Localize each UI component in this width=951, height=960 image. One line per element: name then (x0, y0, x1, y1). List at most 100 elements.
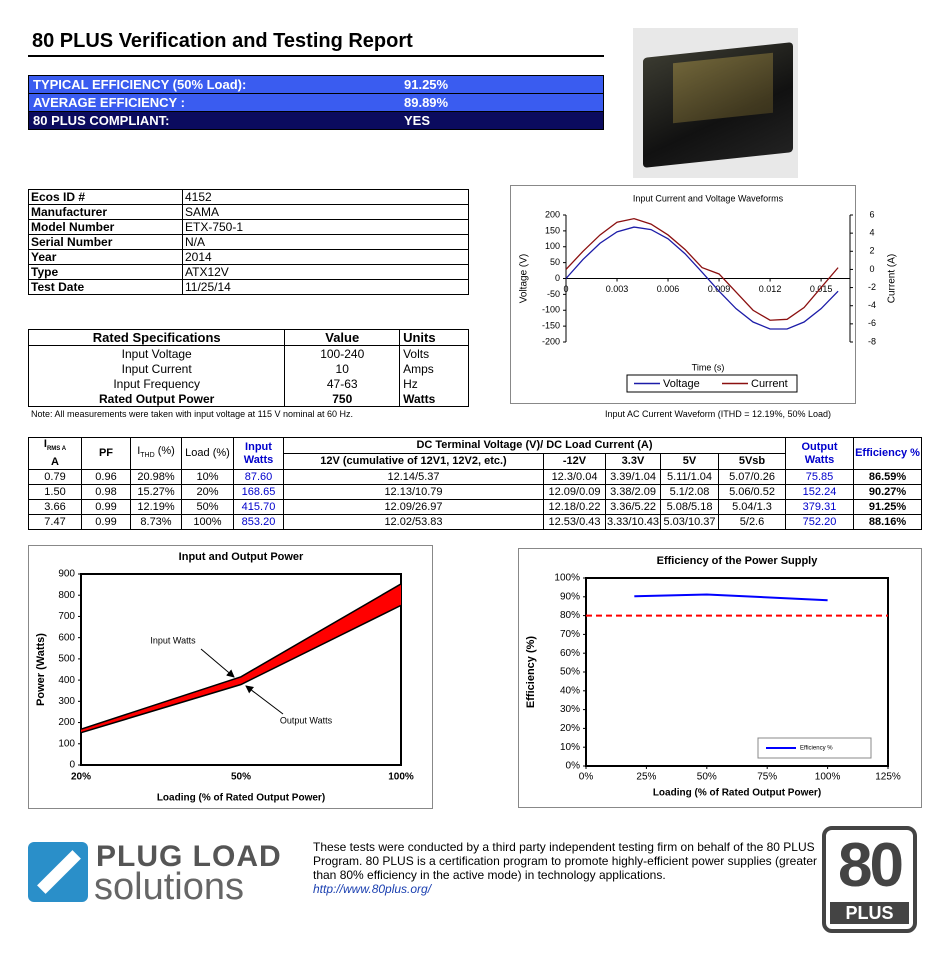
specs-cell: Watts (399, 391, 469, 407)
info-cell: N/A (182, 234, 469, 250)
y-tick-label: 0 (69, 760, 75, 771)
title-rule (28, 55, 604, 57)
info-cell: Type (28, 264, 183, 280)
data-cell: 152.24 (785, 484, 854, 501)
plot-frame (80, 573, 402, 766)
specs-cell: Amps (399, 361, 469, 376)
summary-box: TYPICAL EFFICIENCY (50% Load): 91.25% AVER… (28, 75, 604, 130)
annotation-arrow (200, 648, 235, 678)
data-cell: 5.1/2.08 (660, 484, 719, 501)
info-row: Type ATX12V (28, 264, 469, 280)
specs-cell: Volts (399, 345, 469, 361)
specs-row: Input Voltage 100-240 Volts (27, 345, 469, 361)
specs-row: Input Frequency 47-63 Hz (27, 376, 469, 391)
y-tick-label: -200 (542, 336, 560, 346)
data-cell: 168.65 (233, 484, 284, 501)
legend-box (757, 737, 872, 759)
specs-table: Rated Specifications Value Units Input Volt… (27, 329, 469, 407)
x-tick-label: 125% (875, 772, 901, 783)
header-cell: Input Watts (233, 436, 284, 471)
data-cell: 8.73% (130, 514, 182, 531)
header-text: I (43, 438, 47, 450)
waveform-chart: Input Current and Voltage Waveforms Time … (519, 193, 898, 393)
series-line (80, 604, 402, 734)
chart-title: Input Current and Voltage Waveforms (633, 193, 784, 203)
x-tick-label: 25% (636, 772, 656, 783)
specs-row: Input Current 10 Amps (27, 361, 469, 376)
header-text: (%) (154, 445, 175, 457)
data-cell: 88.16% (853, 514, 922, 531)
specs-cell: 47-63 (284, 376, 401, 391)
info-row: Model Number ETX-750-1 (28, 219, 469, 235)
data-cell: 853.20 (233, 514, 284, 531)
y-tick-label: 60% (560, 648, 580, 659)
annotation: Input Watts (150, 635, 196, 645)
data-cell: 5.03/10.37 (660, 514, 719, 531)
data-cell: 3.66 (28, 499, 82, 516)
specs-cell: Hz (399, 376, 469, 391)
specs-header-cell: Rated Specifications (27, 329, 286, 346)
x-tick-label: 0.015 (810, 284, 833, 294)
data-cell: 12.09/0.09 (543, 484, 606, 501)
y-tick-label: 100% (554, 573, 580, 584)
y-tick-label: 0 (555, 273, 560, 283)
info-cell: Manufacturer (28, 204, 183, 220)
y2-tick-label: 0 (869, 264, 874, 274)
badge-number: 80 (838, 831, 904, 900)
y2-axis-label: Current (A) (887, 254, 898, 303)
header-text: A (51, 456, 59, 469)
efficiency-chart: Efficiency of the Power Supply Loading (%… (518, 548, 922, 808)
x-tick-label: 0.003 (606, 284, 629, 294)
y-tick-label: 90% (560, 591, 580, 602)
chart-title: Efficiency of the Power Supply (657, 555, 819, 567)
x-tick-label: 0.009 (708, 284, 731, 294)
info-row: Serial Number N/A (28, 234, 469, 250)
data-cell: 0.79 (28, 469, 82, 486)
annotation-arrow (245, 685, 284, 715)
x-tick-label: 75% (757, 772, 777, 783)
chart-border (510, 185, 856, 404)
y-tick-label: 400 (58, 675, 75, 686)
data-cell: 3.36/5.22 (605, 499, 661, 516)
summary-label: 80 PLUS COMPLIANT: (33, 113, 170, 128)
link[interactable]: http://www.80plus.org/ (313, 882, 432, 896)
note: Note: All measurements were taken with i… (31, 409, 354, 419)
data-cell: 1.50 (28, 484, 82, 501)
legend-label: Voltage (663, 378, 700, 390)
info-table: Ecos ID #4152 Manufacturer SAMA Model Numbe… (28, 189, 469, 295)
info-cell: Model Number (28, 219, 183, 235)
data-cell: 379.31 (785, 499, 854, 516)
info-cell: Test Date (28, 279, 183, 295)
badge: 80 PLUS (822, 826, 917, 933)
y-tick-label: 30% (560, 704, 580, 715)
data-cell: 20.98% (130, 469, 182, 486)
info-row: Year 2014 (28, 249, 469, 265)
header-cell: ITHD (%) (130, 436, 182, 471)
specs-cell: 100-240 (284, 345, 401, 361)
specs-cell: Input Current (27, 361, 286, 376)
data-cell: 50% (181, 499, 234, 516)
info-cell: ATX12V (182, 264, 469, 280)
data-cell: 3.33/10.43 (605, 514, 661, 531)
data-cell: 100% (181, 514, 234, 531)
header-cell: Output Watts (785, 436, 854, 471)
data-cell: 3.38/2.09 (605, 484, 661, 501)
footer-text: These tests were conducted by a third pa… (313, 840, 818, 896)
data-cell: 91.25% (853, 499, 922, 516)
x-axis-label: Loading (% of Rated Output Power) (157, 793, 325, 804)
legend-box (626, 374, 798, 393)
info-cell: SAMA (182, 204, 469, 220)
y-tick-label: 100 (545, 241, 560, 251)
header-sub: THD (140, 452, 155, 460)
data-cell: 15.27% (130, 484, 182, 501)
data-cell: 90.27% (853, 484, 922, 501)
product-photo (633, 28, 798, 178)
y-tick-label: 50 (550, 257, 560, 267)
psu-label (673, 52, 773, 124)
data-cell: 5.11/1.04 (660, 469, 719, 486)
disclaimer: These tests were conducted by a third pa… (313, 840, 818, 882)
